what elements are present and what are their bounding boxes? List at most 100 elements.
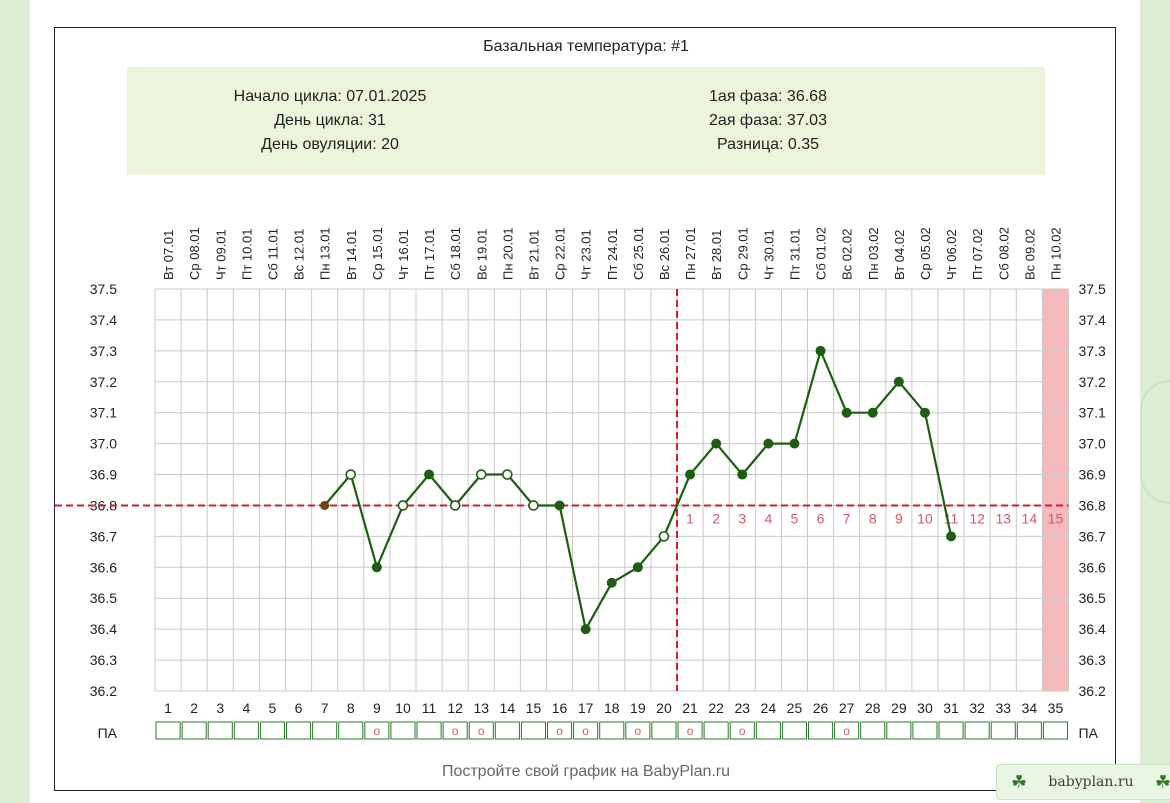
data-point[interactable]: [345, 469, 357, 480]
y-tick-label-left: 36.6: [90, 559, 117, 575]
pa-marker: o: [374, 724, 381, 738]
date-label: Ср 05.02: [918, 227, 933, 280]
date-label: Вт 07.01: [161, 230, 176, 280]
data-point[interactable]: [371, 562, 382, 573]
pa-cell[interactable]: [938, 721, 964, 740]
pa-cell[interactable]: [677, 721, 703, 740]
data-point[interactable]: [606, 577, 617, 588]
chart-title: Базальная температура: #1: [483, 38, 689, 55]
data-point[interactable]: [320, 500, 330, 510]
date-label: Чт 06.02: [944, 229, 959, 280]
pa-cell[interactable]: [312, 721, 338, 740]
date-label: Пт 10.01: [239, 229, 254, 280]
post-ovulation-label: 13: [995, 510, 1011, 526]
day-number: 25: [787, 700, 803, 716]
date-label: Пн 20.01: [500, 227, 515, 280]
data-point[interactable]: [893, 376, 904, 387]
data-point[interactable]: [815, 345, 826, 356]
day-number: 28: [865, 700, 881, 716]
info-box: [127, 67, 1045, 175]
pa-cell[interactable]: [912, 721, 938, 740]
pa-marker: o: [687, 724, 694, 738]
pa-cell[interactable]: [990, 721, 1016, 740]
data-point[interactable]: [475, 469, 487, 480]
post-ovulation-label: 9: [895, 510, 903, 526]
date-label: Ср 15.01: [370, 227, 385, 280]
data-point[interactable]: [502, 469, 513, 480]
data-point[interactable]: [946, 531, 957, 542]
data-point[interactable]: [685, 469, 696, 480]
pa-cell[interactable]: [416, 721, 442, 740]
pa-cell[interactable]: [442, 721, 468, 740]
data-point[interactable]: [867, 407, 878, 418]
pa-cell[interactable]: [494, 721, 520, 740]
date-label: Пт 07.02: [970, 229, 985, 280]
pa-cell[interactable]: [860, 721, 886, 740]
pa-cell[interactable]: [781, 721, 808, 740]
pa-cell[interactable]: [755, 721, 781, 740]
data-point[interactable]: [397, 500, 409, 511]
y-tick-label-right: 37.3: [1079, 343, 1106, 359]
data-point[interactable]: [737, 469, 748, 480]
y-tick-label-left: 36.3: [90, 652, 117, 668]
pa-cell[interactable]: [286, 721, 312, 740]
temperature-line: [323, 349, 953, 631]
day-number: 30: [917, 700, 933, 716]
data-point[interactable]: [763, 438, 774, 449]
pa-cell[interactable]: [964, 721, 990, 740]
pa-marker: o: [556, 724, 563, 738]
data-point[interactable]: [919, 407, 930, 418]
pa-cell[interactable]: [1042, 721, 1069, 740]
pa-label-right: ПА: [1079, 725, 1099, 741]
pa-cell[interactable]: [651, 721, 677, 740]
data-point[interactable]: [789, 438, 800, 449]
day-number: 20: [656, 700, 672, 716]
date-label: Ср 08.01: [187, 227, 202, 280]
pa-cell[interactable]: [259, 721, 285, 740]
date-label: Вт 28.01: [709, 230, 724, 280]
pa-cell[interactable]: [834, 721, 860, 740]
pa-cell[interactable]: [520, 721, 546, 740]
data-point[interactable]: [841, 407, 852, 418]
data-point[interactable]: [528, 500, 539, 511]
day-number: 24: [761, 700, 777, 716]
data-point[interactable]: [632, 562, 643, 573]
data-point[interactable]: [658, 531, 670, 542]
watermark-badge[interactable]: ☘ babyplan.ru ☘: [996, 764, 1170, 800]
pa-marker: o: [635, 724, 642, 738]
data-point[interactable]: [554, 500, 565, 511]
pa-cell[interactable]: [599, 721, 625, 740]
pa-cell[interactable]: [390, 721, 416, 740]
day-number: 3: [216, 700, 224, 716]
pa-cell[interactable]: [468, 721, 494, 740]
pa-cell[interactable]: [181, 721, 207, 740]
decorative-swirl: [1140, 380, 1170, 504]
cycle-day: День цикла: 31: [274, 112, 386, 129]
pa-cell[interactable]: [338, 721, 364, 740]
day-number: 34: [1022, 700, 1038, 716]
day-number: 10: [395, 700, 411, 716]
pa-cell[interactable]: [625, 721, 651, 740]
pa-cell[interactable]: [207, 721, 233, 740]
pa-cell[interactable]: [808, 721, 834, 740]
data-point[interactable]: [580, 624, 591, 635]
pa-cell[interactable]: [886, 721, 912, 740]
date-label: Ср 22.01: [553, 227, 568, 280]
day-number: 31: [943, 700, 959, 716]
y-tick-label-right: 36.9: [1079, 467, 1106, 483]
day-number: 17: [578, 700, 594, 716]
pa-cell[interactable]: [1016, 721, 1042, 740]
pa-cell[interactable]: [364, 721, 390, 740]
data-point[interactable]: [711, 438, 722, 449]
pa-cell[interactable]: [547, 721, 573, 740]
y-tick-label-left: 37.3: [90, 343, 117, 359]
post-ovulation-label: 15: [1048, 510, 1064, 526]
data-point[interactable]: [424, 469, 435, 480]
pa-cell[interactable]: [233, 721, 259, 740]
data-point[interactable]: [449, 500, 461, 511]
pa-cell[interactable]: [573, 721, 599, 740]
pa-cell[interactable]: [155, 721, 181, 740]
pa-cell[interactable]: [729, 721, 755, 740]
clover-icon: ☘: [1011, 771, 1028, 793]
pa-cell[interactable]: [703, 721, 729, 740]
